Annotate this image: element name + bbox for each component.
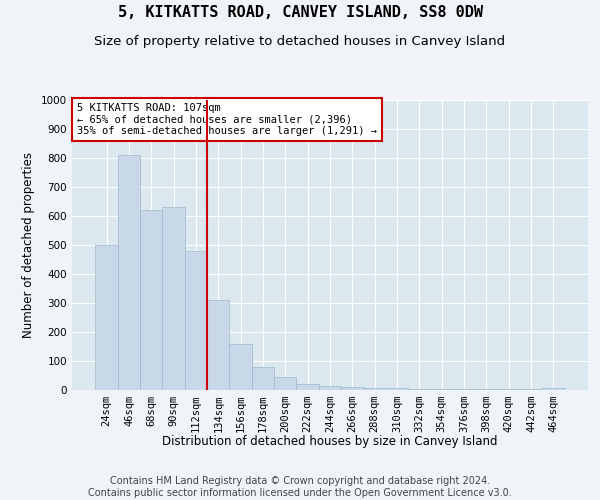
Bar: [453, 389, 475, 390]
Y-axis label: Number of detached properties: Number of detached properties: [22, 152, 35, 338]
Bar: [163, 208, 185, 390]
Bar: [386, 388, 408, 390]
Text: Distribution of detached houses by size in Canvey Island: Distribution of detached houses by size …: [162, 435, 498, 448]
Bar: [341, 387, 364, 390]
Bar: [274, 377, 296, 390]
Bar: [229, 344, 252, 390]
Bar: [118, 155, 140, 390]
Text: Size of property relative to detached houses in Canvey Island: Size of property relative to detached ho…: [94, 35, 506, 48]
Bar: [542, 388, 565, 390]
Bar: [95, 245, 118, 390]
Text: Contains HM Land Registry data © Crown copyright and database right 2024.
Contai: Contains HM Land Registry data © Crown c…: [88, 476, 512, 498]
Bar: [408, 388, 431, 390]
Bar: [319, 386, 341, 390]
Bar: [296, 384, 319, 390]
Bar: [431, 389, 453, 390]
Bar: [207, 300, 229, 390]
Text: 5, KITKATTS ROAD, CANVEY ISLAND, SS8 0DW: 5, KITKATTS ROAD, CANVEY ISLAND, SS8 0DW: [118, 5, 482, 20]
Bar: [140, 210, 163, 390]
Bar: [364, 388, 386, 390]
Text: 5 KITKATTS ROAD: 107sqm
← 65% of detached houses are smaller (2,396)
35% of semi: 5 KITKATTS ROAD: 107sqm ← 65% of detache…: [77, 103, 377, 136]
Bar: [252, 367, 274, 390]
Bar: [185, 251, 207, 390]
Bar: [475, 389, 497, 390]
